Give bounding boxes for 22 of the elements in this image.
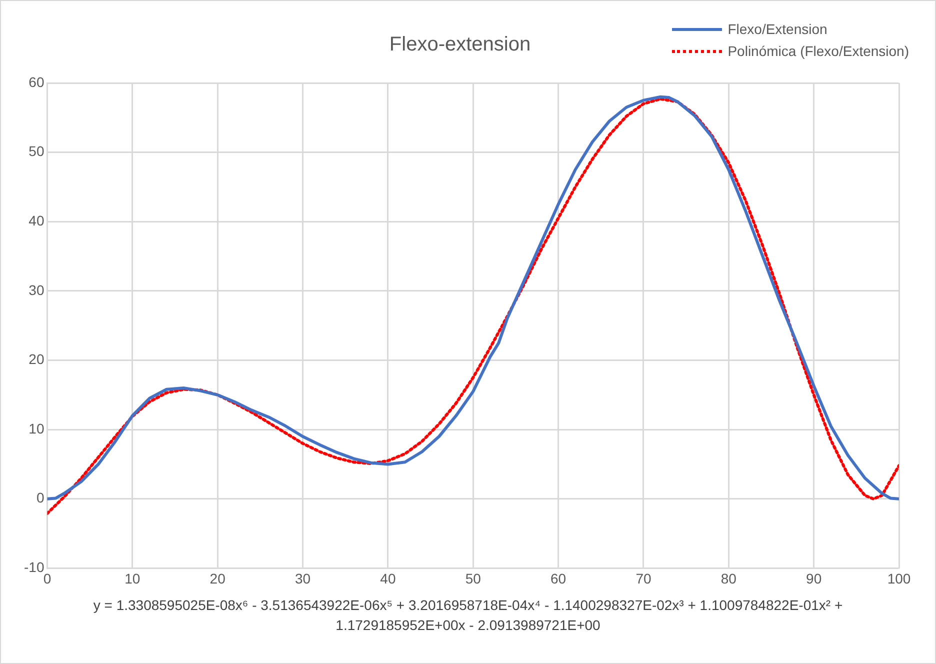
y-tick-label: 50	[28, 143, 44, 160]
x-tick-label: 40	[380, 570, 396, 586]
y-tick-label: -10	[24, 559, 44, 576]
x-tick-label: 100	[887, 570, 911, 586]
x-tick-label: 10	[124, 570, 140, 586]
x-tick-label: 30	[294, 570, 311, 586]
y-tick-label: 40	[28, 212, 44, 228]
y-tick-label: 0	[36, 490, 44, 506]
x-tick-label: 90	[806, 570, 822, 586]
legend-label: Polinómica (Flexo/Extension)	[728, 43, 909, 59]
y-tick-label: 60	[28, 74, 44, 90]
x-tick-label: 70	[636, 570, 652, 586]
legend-label: Flexo/Extension	[728, 21, 828, 37]
x-tick-label: 80	[720, 570, 737, 586]
x-tick-label: 50	[465, 570, 482, 586]
y-tick-label: 20	[28, 351, 44, 368]
chart-title: Flexo-extension	[389, 34, 531, 56]
x-tick-label: 20	[210, 570, 226, 586]
x-tick-label: 60	[550, 570, 566, 586]
y-tick-label: 30	[28, 282, 44, 298]
text: y = 1.3308595025E-08x⁶ - 3.5136543922E-06x⁵ + 3.2016958718E-04x⁴ - 1.1400298327E-02x³ + 1.1009784822E-01x² + 1.1729185952E+00x - 2.0913989721E+00	[92, 596, 844, 635]
y-tick-label: 10	[28, 420, 44, 436]
